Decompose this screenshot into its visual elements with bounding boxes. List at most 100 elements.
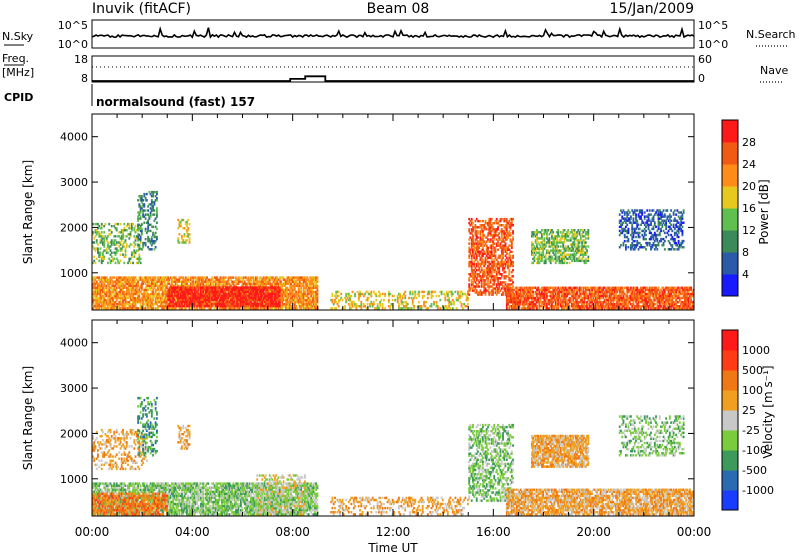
power-cell	[561, 259, 563, 263]
power-cell	[153, 190, 156, 194]
power-cell	[468, 248, 471, 251]
power-cell	[124, 278, 127, 281]
power-cell	[110, 294, 113, 298]
power-cell	[245, 296, 247, 300]
power-cell	[270, 307, 272, 310]
power-cell	[214, 288, 217, 291]
power-cell	[477, 250, 479, 254]
power-cell	[113, 224, 116, 228]
power-cell	[105, 249, 108, 252]
power-cell	[278, 290, 281, 293]
power-cell	[509, 222, 512, 225]
power-cell	[423, 294, 425, 298]
power-cell	[574, 259, 577, 263]
power-cell	[489, 252, 492, 256]
power-cell	[554, 247, 557, 250]
power-cell	[470, 240, 473, 243]
power-cell	[113, 292, 116, 296]
power-cell	[271, 286, 274, 289]
power-cell	[212, 290, 215, 293]
power-cell	[145, 221, 148, 224]
power-cell	[537, 241, 540, 244]
power-cell	[311, 276, 314, 279]
power-cell	[483, 283, 486, 286]
power-cell	[95, 294, 98, 298]
power-cell	[206, 302, 208, 306]
power-cell	[138, 292, 141, 296]
power-cell	[224, 298, 227, 302]
power-cell	[95, 241, 98, 244]
power-cell	[217, 288, 220, 291]
power-cell	[98, 298, 101, 302]
power-cell	[161, 296, 163, 300]
power-cell	[132, 305, 134, 308]
power-cell	[485, 248, 488, 251]
power-cell	[177, 237, 180, 240]
power-cell	[503, 232, 506, 235]
power-cell	[150, 284, 153, 288]
power-cell	[199, 278, 202, 281]
power-cell	[310, 303, 313, 306]
power-cell	[113, 284, 116, 288]
power-cell	[276, 276, 279, 279]
power-cell	[222, 294, 225, 298]
power-cell	[243, 276, 246, 279]
power-cell	[288, 294, 291, 298]
power-cell	[104, 307, 107, 310]
power-cell	[503, 248, 506, 251]
power-cell	[490, 275, 493, 278]
power-cell	[173, 276, 176, 279]
power-cell	[197, 300, 200, 304]
power-cell	[192, 276, 195, 279]
power-cell	[445, 292, 448, 296]
power-cell	[167, 298, 170, 302]
power-cell	[167, 288, 170, 291]
power-cell	[483, 224, 486, 227]
power-cell	[573, 235, 576, 238]
power-cell	[211, 304, 213, 308]
power-cell	[251, 276, 254, 279]
power-cell	[219, 296, 222, 300]
power-cell	[370, 303, 373, 306]
power-cell	[304, 290, 306, 294]
power-cell	[157, 298, 160, 302]
power-cell	[562, 243, 565, 246]
power-cell	[260, 284, 262, 288]
power-cell	[199, 302, 202, 306]
power-cell	[499, 289, 502, 292]
power-cell	[479, 244, 482, 247]
power-cell	[212, 280, 215, 283]
power-cell	[118, 261, 121, 265]
power-cell	[125, 292, 128, 296]
power-cell	[480, 281, 483, 284]
power-cell	[465, 298, 468, 302]
power-cell	[149, 278, 152, 281]
power-cell	[123, 261, 126, 265]
power-cell	[238, 304, 241, 308]
power-cell	[145, 296, 148, 300]
power-cell	[469, 264, 472, 268]
power-cell	[503, 262, 506, 266]
power-cell	[138, 259, 141, 263]
power-cell	[184, 298, 187, 302]
power-cell	[222, 286, 225, 289]
power-cell	[263, 294, 266, 298]
power-cell	[512, 236, 514, 239]
power-cell	[448, 296, 451, 300]
power-cell	[162, 305, 165, 308]
power-cell	[316, 288, 319, 292]
power-cell	[231, 288, 234, 291]
power-cell	[162, 290, 165, 294]
power-cell	[489, 279, 492, 282]
power-cell	[164, 305, 167, 308]
power-cell	[482, 246, 484, 249]
power-cell	[293, 303, 296, 306]
power-cell	[271, 292, 274, 295]
power-cell	[179, 288, 182, 291]
power-cell	[492, 279, 494, 282]
power-cell	[223, 292, 226, 295]
power-cell	[258, 296, 261, 300]
power-cell	[293, 298, 296, 302]
power-cell	[199, 296, 202, 300]
power-cell	[228, 300, 231, 304]
